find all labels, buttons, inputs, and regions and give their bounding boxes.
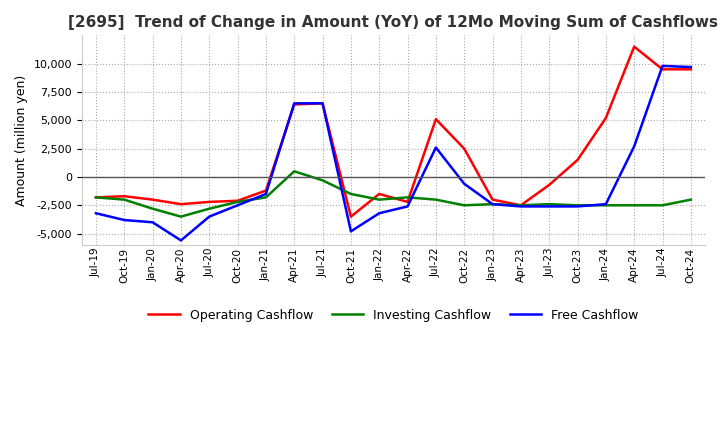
Investing Cashflow bbox=[403, 195, 412, 200]
Line: Operating Cashflow: Operating Cashflow bbox=[96, 47, 690, 216]
Investing Cashflow bbox=[460, 203, 469, 208]
Operating Cashflow bbox=[488, 197, 497, 202]
Operating Cashflow bbox=[630, 44, 639, 49]
Investing Cashflow bbox=[233, 199, 242, 205]
Free Cashflow bbox=[205, 214, 214, 219]
Investing Cashflow bbox=[261, 195, 270, 200]
Free Cashflow bbox=[431, 145, 440, 150]
Operating Cashflow bbox=[403, 199, 412, 205]
Free Cashflow bbox=[630, 144, 639, 149]
Free Cashflow bbox=[176, 238, 185, 243]
Free Cashflow bbox=[318, 101, 327, 106]
Free Cashflow bbox=[375, 211, 384, 216]
Operating Cashflow bbox=[601, 115, 610, 121]
Free Cashflow bbox=[545, 204, 554, 209]
Y-axis label: Amount (million yen): Amount (million yen) bbox=[15, 74, 28, 206]
Free Cashflow bbox=[346, 229, 355, 234]
Investing Cashflow bbox=[658, 203, 667, 208]
Operating Cashflow bbox=[120, 194, 129, 199]
Operating Cashflow bbox=[233, 198, 242, 203]
Free Cashflow bbox=[148, 220, 157, 225]
Operating Cashflow bbox=[91, 195, 100, 200]
Investing Cashflow bbox=[318, 178, 327, 183]
Operating Cashflow bbox=[318, 101, 327, 106]
Investing Cashflow bbox=[205, 206, 214, 211]
Investing Cashflow bbox=[148, 206, 157, 211]
Investing Cashflow bbox=[516, 203, 525, 208]
Operating Cashflow bbox=[431, 117, 440, 122]
Investing Cashflow bbox=[545, 202, 554, 207]
Investing Cashflow bbox=[290, 169, 299, 174]
Investing Cashflow bbox=[573, 203, 582, 208]
Free Cashflow bbox=[686, 64, 695, 70]
Free Cashflow bbox=[573, 204, 582, 209]
Title: [2695]  Trend of Change in Amount (YoY) of 12Mo Moving Sum of Cashflows: [2695] Trend of Change in Amount (YoY) o… bbox=[68, 15, 719, 30]
Line: Investing Cashflow: Investing Cashflow bbox=[96, 171, 690, 216]
Operating Cashflow bbox=[346, 214, 355, 219]
Free Cashflow bbox=[488, 202, 497, 207]
Operating Cashflow bbox=[658, 67, 667, 72]
Free Cashflow bbox=[91, 211, 100, 216]
Investing Cashflow bbox=[431, 197, 440, 202]
Operating Cashflow bbox=[148, 197, 157, 202]
Investing Cashflow bbox=[91, 195, 100, 200]
Operating Cashflow bbox=[573, 158, 582, 163]
Investing Cashflow bbox=[120, 197, 129, 202]
Operating Cashflow bbox=[205, 199, 214, 205]
Operating Cashflow bbox=[375, 191, 384, 197]
Operating Cashflow bbox=[516, 203, 525, 208]
Operating Cashflow bbox=[290, 102, 299, 107]
Line: Free Cashflow: Free Cashflow bbox=[96, 66, 690, 240]
Free Cashflow bbox=[261, 191, 270, 197]
Free Cashflow bbox=[658, 63, 667, 69]
Free Cashflow bbox=[601, 202, 610, 207]
Free Cashflow bbox=[290, 101, 299, 106]
Investing Cashflow bbox=[346, 191, 355, 197]
Operating Cashflow bbox=[460, 146, 469, 151]
Investing Cashflow bbox=[630, 203, 639, 208]
Investing Cashflow bbox=[601, 203, 610, 208]
Investing Cashflow bbox=[176, 214, 185, 219]
Operating Cashflow bbox=[686, 67, 695, 72]
Investing Cashflow bbox=[686, 197, 695, 202]
Operating Cashflow bbox=[545, 182, 554, 187]
Free Cashflow bbox=[233, 203, 242, 208]
Investing Cashflow bbox=[375, 197, 384, 202]
Investing Cashflow bbox=[488, 202, 497, 207]
Free Cashflow bbox=[403, 204, 412, 209]
Legend: Operating Cashflow, Investing Cashflow, Free Cashflow: Operating Cashflow, Investing Cashflow, … bbox=[143, 304, 644, 327]
Free Cashflow bbox=[516, 204, 525, 209]
Free Cashflow bbox=[460, 181, 469, 187]
Free Cashflow bbox=[120, 217, 129, 223]
Operating Cashflow bbox=[261, 188, 270, 193]
Operating Cashflow bbox=[176, 202, 185, 207]
